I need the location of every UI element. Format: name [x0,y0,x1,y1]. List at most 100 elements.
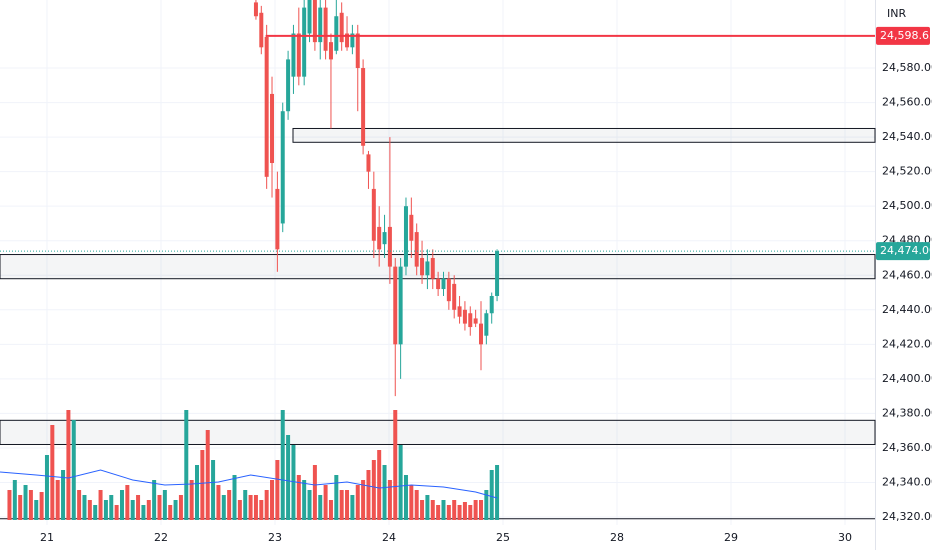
candle-body [334,16,339,51]
volume-bar [114,505,119,520]
candle-body [339,12,344,43]
last-price-label-bg [876,242,930,261]
volume-bar [82,495,87,520]
volume-bar [119,490,124,520]
volume-bar [168,505,173,520]
volume-bar [162,490,167,520]
x-tick-label: 22 [154,531,168,544]
volume-bar [195,465,200,520]
volume-bar [259,500,264,520]
candle-body [264,36,269,177]
candle-body [425,261,430,276]
volume-bar [253,495,258,520]
candle-body [430,257,435,279]
candle-body [307,0,312,34]
volume-bar [264,490,269,520]
volume-bar [339,490,344,520]
candle-body [253,2,258,17]
volume-bar [189,480,194,520]
volume-bar [205,430,210,520]
volume-bar [307,490,312,520]
volume-bar [28,490,33,520]
candle-body [302,7,307,77]
zone [292,127,876,143]
volume-bar [146,500,151,520]
volume-bar [125,485,130,520]
volume-bar [436,505,441,520]
candle-body [275,188,280,250]
volume-bar [248,495,253,520]
volume-bar [23,485,28,520]
volume-bar [136,495,141,520]
y-tick-label: 24,420.00 [882,337,932,350]
volume-bar [414,490,419,520]
y-tick-label: 24,520.00 [882,165,932,178]
volume-bar [280,410,285,520]
x-tick-label: 28 [610,531,624,544]
volume-bar [173,500,178,520]
candle-body [398,266,403,345]
candle-body [473,318,478,324]
volume-bar [103,500,108,520]
candle-body [441,278,446,290]
volume-bar [291,445,296,520]
volume-bar [403,475,408,520]
volume-bar [77,490,82,520]
zone [0,419,876,445]
volume-bar [286,435,291,520]
volume-bar [221,495,226,520]
volume-bar [18,495,23,520]
volume-bar [398,445,403,520]
volume-bar [7,490,12,520]
x-tick-label: 24 [382,531,396,544]
candle-body [436,278,441,290]
candle-body [345,33,350,48]
volume-bar [387,480,392,520]
volume-bar [216,485,221,520]
volume-bar [66,410,71,520]
candle-body [296,33,301,77]
volume-bar [184,410,189,520]
volume-bar [34,500,39,520]
x-tick-label: 21 [40,531,54,544]
volume-bar [178,495,183,520]
volume-bar [275,460,280,520]
y-tick-label: 24,360.00 [882,441,932,454]
candle-body [457,306,462,317]
y-tick-label: 24,380.00 [882,406,932,419]
candle-body [468,313,473,328]
x-tick-label: 30 [838,531,852,544]
candle-body [409,214,414,241]
volume-bar [457,505,462,520]
volume-bar [152,480,157,520]
currency-label: INR [887,7,906,20]
candle-body [366,154,371,172]
volume-bar [473,500,478,520]
volume-bar [93,505,98,520]
volume-bar [430,500,435,520]
candle-body [403,206,408,267]
volume-bar [318,495,323,520]
volume-bar [232,475,237,520]
candle-body [420,257,425,276]
volume-bar [328,500,333,520]
volume-bar [377,450,382,520]
volume-bar [270,480,275,520]
candle-body [361,68,366,146]
volume-bar [425,495,430,520]
candle-body [291,33,296,77]
volume-bar [12,480,17,520]
volume-bar [157,495,162,520]
last-price-label: 24,474.00 [880,244,932,257]
y-tick-label: 24,540.00 [882,130,932,143]
volume-bar [393,410,398,520]
volume-bar [350,495,355,520]
candle-body [355,33,360,69]
volume-bar [495,465,500,520]
y-tick-label: 24,340.00 [882,475,932,488]
volume-bar [200,450,205,520]
volume-bar [227,490,232,520]
candle-body [371,188,376,241]
candle-body [446,278,451,302]
candle-body [462,309,467,324]
